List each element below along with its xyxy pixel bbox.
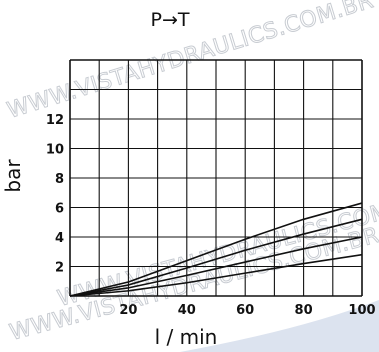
x-tick-label: 100 — [348, 303, 375, 318]
corner-accent-shape — [180, 300, 379, 352]
y-tick-label: 10 — [46, 143, 64, 158]
curve-line-1 — [69, 253, 363, 297]
x-tick-label: 60 — [236, 303, 254, 318]
y-tick-label: 12 — [46, 113, 64, 128]
y-tick-label: 8 — [55, 172, 64, 187]
grid-lines — [69, 59, 363, 297]
y-tick-label: 6 — [55, 202, 64, 217]
y-tick-label: 2 — [55, 261, 64, 276]
x-tick-label: 40 — [178, 303, 196, 318]
watermark-text-top: WWW.VISTAHYDRAULICS.COM.BR — [4, 0, 376, 124]
x-axis-title: l / min — [155, 325, 218, 349]
x-tick-label: 20 — [119, 303, 137, 318]
y-tick-labels: 2 4 6 8 10 12 — [46, 113, 64, 276]
curve-line-3 — [69, 218, 363, 297]
y-axis-title: bar — [1, 159, 25, 193]
data-curves — [69, 202, 363, 297]
curve-line-2 — [69, 236, 363, 297]
x-tick-label: 80 — [295, 303, 313, 318]
curve-line-4 — [69, 202, 363, 297]
x-tick-labels: 20 40 60 80 100 — [119, 303, 375, 318]
y-tick-label: 4 — [55, 231, 64, 246]
chart-title: P→T — [151, 9, 190, 31]
